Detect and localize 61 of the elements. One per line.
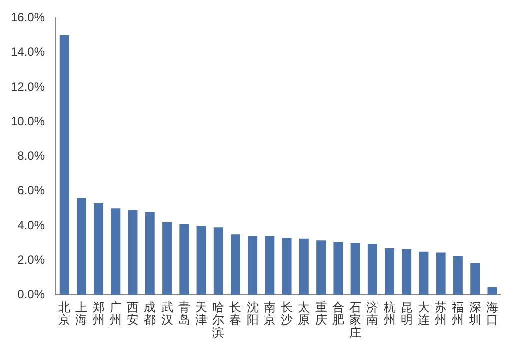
x-tick-label: 长沙 xyxy=(281,300,294,328)
bar xyxy=(316,240,326,296)
bar xyxy=(334,242,344,296)
y-tick-label: 6.0% xyxy=(18,184,46,198)
x-tick-label: 哈尔滨 xyxy=(212,300,225,340)
x-tick-label: 福州 xyxy=(452,300,464,328)
bar xyxy=(180,224,190,296)
x-tick-label: 沈阳 xyxy=(246,300,259,328)
x-tick-label: 大连 xyxy=(418,300,430,328)
bar xyxy=(162,222,172,296)
x-tick-label: 武汉 xyxy=(161,300,174,328)
bar xyxy=(350,243,360,296)
bar xyxy=(196,226,206,296)
y-tick-label: 10.0% xyxy=(10,114,46,128)
bar xyxy=(368,244,378,296)
bar xyxy=(94,203,104,296)
bar xyxy=(299,238,309,296)
bar xyxy=(488,287,498,296)
bar xyxy=(282,238,292,296)
bar xyxy=(214,228,224,296)
bar xyxy=(128,210,138,296)
y-tick-label: 0.0% xyxy=(18,288,46,302)
x-tick-label: 郑州 xyxy=(92,300,105,328)
y-tick-label: 4.0% xyxy=(18,218,46,232)
y-tick-label: 12.0% xyxy=(10,80,46,94)
x-tick-label: 广州 xyxy=(110,300,122,328)
x-tick-label: 深圳 xyxy=(468,300,482,328)
x-tick-label: 北京 xyxy=(58,300,71,328)
bar xyxy=(76,198,86,296)
bar xyxy=(231,234,240,296)
x-tick-label: 青岛 xyxy=(178,300,190,328)
x-tick-label: 海口 xyxy=(486,300,498,328)
y-tick-label: 16.0% xyxy=(10,10,46,25)
x-tick-label: 成都 xyxy=(144,300,156,328)
bar xyxy=(145,212,155,296)
x-tick-label: 杭州 xyxy=(382,300,396,328)
x-tick-label: 西安 xyxy=(127,300,140,328)
bar xyxy=(265,236,275,296)
x-tick-label: 南京 xyxy=(264,300,276,328)
bar xyxy=(385,248,394,296)
x-tick-label: 长春 xyxy=(230,300,242,328)
x-tick-label: 昆明 xyxy=(400,300,413,328)
y-tick-label: 8.0% xyxy=(18,149,46,164)
x-tick-label: 济南 xyxy=(366,300,379,328)
y-tick-label: 2.0% xyxy=(18,252,46,267)
x-tick-label: 天津 xyxy=(196,300,208,328)
x-tick-label: 上海 xyxy=(76,300,88,328)
x-tick-label: 石家庄 xyxy=(350,300,362,340)
bar xyxy=(402,249,412,296)
y-tick-label: 14.0% xyxy=(10,45,46,60)
bar xyxy=(436,252,446,296)
bar xyxy=(419,252,429,296)
bar xyxy=(454,256,463,296)
x-tick-label: 太原 xyxy=(298,300,310,328)
x-tick-label: 重庆 xyxy=(315,300,328,328)
bar xyxy=(248,236,258,296)
bar xyxy=(470,263,480,296)
bar xyxy=(60,36,70,296)
x-tick-label: 合肥 xyxy=(332,300,344,328)
x-tick-label: 苏州 xyxy=(435,300,448,328)
bar xyxy=(111,208,121,296)
